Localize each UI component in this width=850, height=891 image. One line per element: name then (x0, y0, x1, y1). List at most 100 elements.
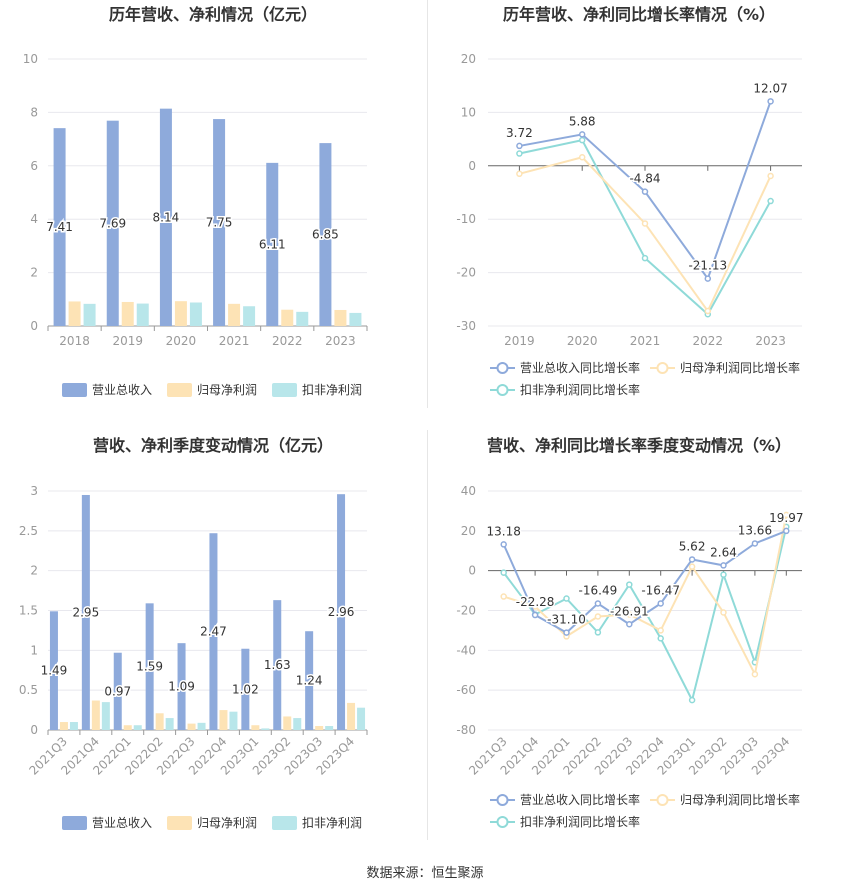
chart-quarterly-growth-rate: 营收、净利同比增长率季度变动情况（%） -80 -60 -40 -20 0 20 40 2021… (428, 425, 850, 845)
bar-net-profit (315, 726, 324, 730)
data-point (751, 540, 759, 547)
chart-title: 历年营收、净利同比增长率情况（%） (503, 5, 775, 24)
bar-data-label: 2.47 (200, 625, 227, 639)
y-tick-label: 10 (23, 52, 38, 66)
bar-data-label: 1.63 (264, 658, 291, 672)
y-tick-label: 4 (30, 212, 38, 226)
bar-deducted-profit (349, 312, 362, 326)
data-point (751, 670, 759, 678)
bar-deducted-profit (197, 722, 206, 730)
line-data-label: -21.13 (688, 259, 727, 273)
bar-revenue (113, 652, 122, 730)
y-tick-label: 20 (461, 524, 476, 538)
bar-deducted-profit (296, 311, 309, 326)
x-tick-label: 2020 (166, 334, 197, 348)
data-point (594, 613, 602, 620)
bar-deducted-profit (136, 303, 149, 326)
chart-title: 历年营收、净利情况（亿元） (109, 5, 317, 24)
line-data-label: -16.49 (579, 584, 618, 598)
bar-deducted-profit (165, 718, 174, 730)
legend-marker (656, 362, 669, 374)
legend-label: 营业总收入同比增长率 (520, 360, 640, 375)
bar-data-label: 7.69 (99, 216, 126, 230)
chart-title: 营收、净利季度变动情况（亿元） (93, 436, 333, 455)
bar-revenue (266, 162, 279, 326)
bar-net-profit (174, 301, 187, 326)
line-data-label: -16.47 (641, 583, 680, 597)
bar-net-profit (59, 722, 68, 730)
line-data-label: -22.28 (516, 595, 555, 609)
data-point (641, 188, 649, 195)
data-point (767, 98, 774, 105)
bar-data-label: 2.96 (328, 605, 355, 619)
chart-title: 营收、净利同比增长率季度变动情况（%） (487, 436, 791, 455)
legend-swatch (272, 383, 297, 397)
bar-data-label: 6.11 (259, 237, 286, 251)
bar-net-profit (219, 710, 228, 730)
line-data-label: 13.18 (487, 524, 521, 538)
chart-annual-revenue-profit: 历年营收、净利情况（亿元） 0 2 4 6 8 10 7.41 2018 7.69 2019 8.14… (0, 0, 427, 410)
bar-deducted-profit (69, 722, 78, 730)
data-point (720, 571, 727, 578)
data-point (657, 635, 664, 642)
y-tick-label: -20 (456, 604, 476, 618)
data-point (688, 563, 696, 570)
x-tick-label: 2019 (504, 334, 535, 348)
bar-data-label: 1.49 (41, 664, 68, 678)
y-tick-label: 0 (468, 564, 476, 578)
vertical-divider-bottom (427, 430, 428, 840)
bar-net-profit (283, 716, 292, 730)
y-tick-label: 0 (468, 159, 476, 173)
x-tick-label: 2020 (567, 334, 598, 348)
legend-label: 扣非净利润同比增长率 (520, 382, 640, 397)
data-source-note: 数据来源：恒生聚源 (366, 866, 484, 881)
legend-marker (496, 816, 509, 828)
y-tick-label: 1 (30, 643, 38, 657)
line-data-label: 2.64 (710, 545, 737, 559)
y-tick-label: -60 (456, 683, 476, 697)
legend-label: 营业总收入同比增长率 (520, 792, 640, 807)
data-point (500, 569, 507, 576)
legend-swatch (272, 816, 297, 830)
bar-deducted-profit (229, 711, 238, 730)
data-point (767, 197, 774, 205)
x-tick-label: 2018 (59, 334, 90, 348)
data-point (688, 556, 696, 563)
bar-revenue (213, 119, 226, 326)
bar-revenue (159, 108, 172, 326)
bar-data-label: 1.02 (232, 682, 259, 696)
bar-revenue (145, 603, 154, 730)
y-tick-label: 3 (30, 484, 38, 498)
line-data-label: 3.72 (506, 126, 533, 140)
y-tick-label: 40 (461, 484, 476, 498)
data-point (626, 621, 633, 628)
bar-net-profit (123, 725, 132, 730)
data-point (594, 629, 602, 636)
bar-net-profit (187, 723, 196, 730)
quarterly-line-chart-svg: 营收、净利同比增长率季度变动情况（%）-80-60-40-20020402021… (456, 436, 805, 829)
bar-data-label: 1.09 (168, 680, 195, 694)
bar-net-profit (334, 309, 347, 326)
x-tick-label: 2021 (630, 334, 661, 348)
bar-deducted-profit (133, 725, 142, 730)
bar-deducted-profit (293, 718, 302, 730)
legend-label: 归母净利润同比增长率 (680, 360, 800, 375)
bar-net-profit (155, 713, 164, 730)
bar-net-profit (91, 700, 100, 730)
data-point (626, 611, 633, 618)
y-tick-label: 2 (30, 564, 38, 578)
legend-marker (656, 794, 669, 806)
y-tick-label: 6 (30, 159, 38, 173)
y-tick-label: 8 (30, 105, 38, 119)
data-point (500, 541, 507, 548)
line-data-label: -4.84 (629, 172, 660, 186)
data-point (578, 136, 586, 144)
bar-deducted-profit (325, 726, 334, 730)
y-tick-label: 1.5 (19, 604, 38, 618)
data-point (563, 595, 570, 602)
y-tick-label: -10 (456, 212, 476, 226)
bar-net-profit (347, 702, 356, 730)
bar-net-profit (121, 301, 134, 326)
bar-data-label: 8.14 (153, 210, 180, 224)
bar-revenue (177, 643, 186, 730)
